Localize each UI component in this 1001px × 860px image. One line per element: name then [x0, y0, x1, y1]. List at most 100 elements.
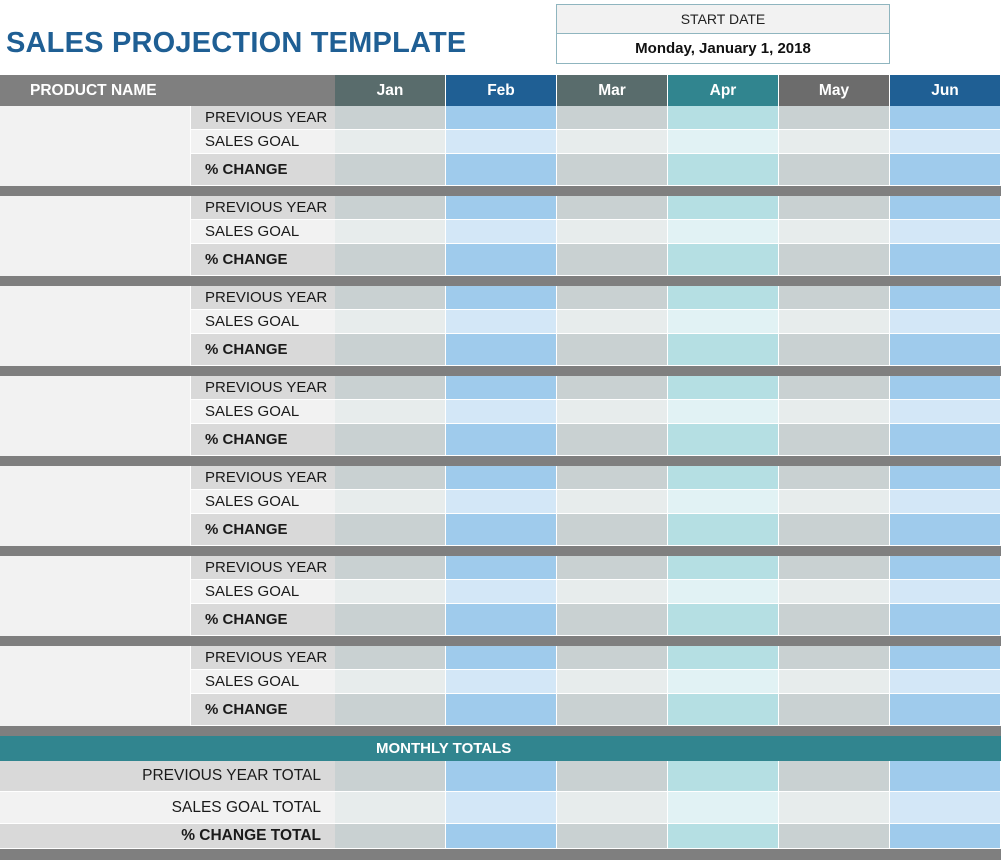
- data-cell[interactable]: [557, 646, 668, 670]
- data-cell[interactable]: [779, 106, 890, 130]
- data-cell[interactable]: [446, 244, 557, 276]
- data-cell[interactable]: [890, 424, 1001, 456]
- data-cell[interactable]: [668, 310, 779, 334]
- data-cell[interactable]: [668, 154, 779, 186]
- data-cell[interactable]: [779, 604, 890, 636]
- data-cell[interactable]: [335, 196, 446, 220]
- data-cell[interactable]: [557, 400, 668, 424]
- data-cell[interactable]: [890, 286, 1001, 310]
- data-cell[interactable]: [446, 556, 557, 580]
- data-cell[interactable]: [335, 220, 446, 244]
- data-cell[interactable]: [335, 580, 446, 604]
- total-cell[interactable]: [557, 824, 668, 849]
- data-cell[interactable]: [779, 130, 890, 154]
- total-cell[interactable]: [335, 824, 446, 849]
- data-cell[interactable]: [779, 424, 890, 456]
- data-cell[interactable]: [446, 400, 557, 424]
- product-name-cell[interactable]: [0, 286, 190, 366]
- data-cell[interactable]: [779, 196, 890, 220]
- data-cell[interactable]: [446, 130, 557, 154]
- data-cell[interactable]: [890, 490, 1001, 514]
- total-cell[interactable]: [668, 792, 779, 824]
- data-cell[interactable]: [446, 334, 557, 366]
- data-cell[interactable]: [446, 376, 557, 400]
- data-cell[interactable]: [890, 244, 1001, 276]
- data-cell[interactable]: [779, 580, 890, 604]
- total-cell[interactable]: [557, 761, 668, 792]
- data-cell[interactable]: [890, 106, 1001, 130]
- data-cell[interactable]: [779, 514, 890, 546]
- data-cell[interactable]: [779, 670, 890, 694]
- total-cell[interactable]: [890, 824, 1001, 849]
- data-cell[interactable]: [335, 310, 446, 334]
- data-cell[interactable]: [668, 106, 779, 130]
- data-cell[interactable]: [668, 130, 779, 154]
- data-cell[interactable]: [890, 514, 1001, 546]
- data-cell[interactable]: [446, 604, 557, 636]
- data-cell[interactable]: [668, 580, 779, 604]
- data-cell[interactable]: [668, 424, 779, 456]
- data-cell[interactable]: [890, 604, 1001, 636]
- data-cell[interactable]: [557, 244, 668, 276]
- data-cell[interactable]: [668, 694, 779, 726]
- data-cell[interactable]: [668, 514, 779, 546]
- data-cell[interactable]: [446, 196, 557, 220]
- data-cell[interactable]: [668, 556, 779, 580]
- data-cell[interactable]: [557, 106, 668, 130]
- data-cell[interactable]: [335, 106, 446, 130]
- data-cell[interactable]: [668, 400, 779, 424]
- data-cell[interactable]: [668, 220, 779, 244]
- data-cell[interactable]: [890, 196, 1001, 220]
- data-cell[interactable]: [890, 334, 1001, 366]
- data-cell[interactable]: [668, 286, 779, 310]
- data-cell[interactable]: [446, 220, 557, 244]
- data-cell[interactable]: [446, 694, 557, 726]
- data-cell[interactable]: [335, 514, 446, 546]
- total-cell[interactable]: [335, 761, 446, 792]
- data-cell[interactable]: [890, 556, 1001, 580]
- total-cell[interactable]: [779, 761, 890, 792]
- data-cell[interactable]: [446, 670, 557, 694]
- data-cell[interactable]: [779, 286, 890, 310]
- data-cell[interactable]: [335, 130, 446, 154]
- data-cell[interactable]: [446, 106, 557, 130]
- data-cell[interactable]: [668, 670, 779, 694]
- data-cell[interactable]: [890, 376, 1001, 400]
- total-cell[interactable]: [668, 761, 779, 792]
- data-cell[interactable]: [557, 490, 668, 514]
- data-cell[interactable]: [890, 694, 1001, 726]
- data-cell[interactable]: [668, 490, 779, 514]
- total-cell[interactable]: [446, 824, 557, 849]
- data-cell[interactable]: [335, 400, 446, 424]
- data-cell[interactable]: [335, 646, 446, 670]
- data-cell[interactable]: [557, 376, 668, 400]
- data-cell[interactable]: [335, 424, 446, 456]
- data-cell[interactable]: [557, 670, 668, 694]
- data-cell[interactable]: [779, 154, 890, 186]
- data-cell[interactable]: [446, 580, 557, 604]
- product-name-cell[interactable]: [0, 646, 190, 726]
- data-cell[interactable]: [890, 580, 1001, 604]
- data-cell[interactable]: [446, 490, 557, 514]
- data-cell[interactable]: [890, 220, 1001, 244]
- data-cell[interactable]: [446, 154, 557, 186]
- data-cell[interactable]: [335, 670, 446, 694]
- data-cell[interactable]: [779, 466, 890, 490]
- data-cell[interactable]: [446, 466, 557, 490]
- total-cell[interactable]: [446, 792, 557, 824]
- data-cell[interactable]: [335, 244, 446, 276]
- data-cell[interactable]: [890, 310, 1001, 334]
- product-name-cell[interactable]: [0, 556, 190, 636]
- total-cell[interactable]: [557, 792, 668, 824]
- data-cell[interactable]: [890, 466, 1001, 490]
- data-cell[interactable]: [779, 244, 890, 276]
- data-cell[interactable]: [446, 514, 557, 546]
- data-cell[interactable]: [557, 694, 668, 726]
- data-cell[interactable]: [446, 424, 557, 456]
- data-cell[interactable]: [557, 466, 668, 490]
- data-cell[interactable]: [668, 244, 779, 276]
- total-cell[interactable]: [668, 824, 779, 849]
- product-name-cell[interactable]: [0, 106, 190, 186]
- data-cell[interactable]: [779, 490, 890, 514]
- total-cell[interactable]: [890, 761, 1001, 792]
